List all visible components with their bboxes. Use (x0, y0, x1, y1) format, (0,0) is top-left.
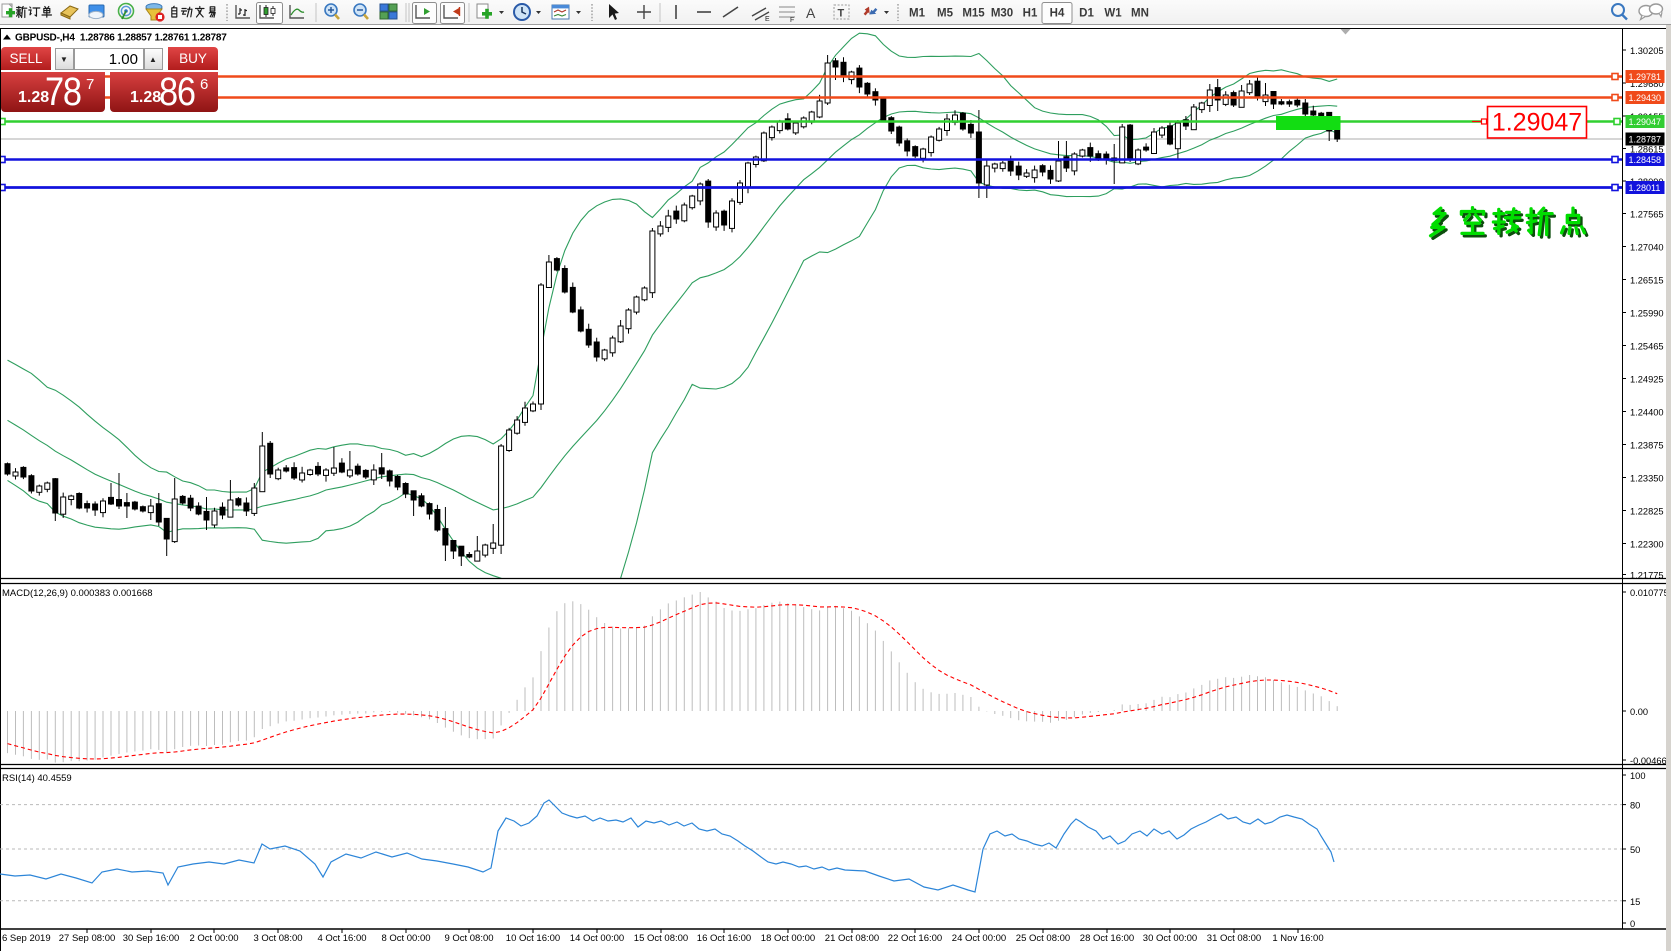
svg-text:1.26515: 1.26515 (1630, 276, 1664, 286)
svg-text:A: A (806, 5, 816, 21)
svg-text:1.28011: 1.28011 (1629, 183, 1661, 193)
svg-text:1.27565: 1.27565 (1630, 210, 1664, 220)
svg-text:30 Sep 16:00: 30 Sep 16:00 (123, 933, 180, 944)
svg-text:25 Oct 08:00: 25 Oct 08:00 (1016, 933, 1070, 944)
svg-text:GBPUSD-,H4 1.28786 1.28857 1.: GBPUSD-,H4 1.28786 1.28857 1.28761 1.287… (15, 33, 227, 44)
svg-text:4 Oct 16:00: 4 Oct 16:00 (317, 933, 366, 944)
svg-text:14 Oct 00:00: 14 Oct 00:00 (570, 933, 624, 944)
svg-text:1.29680: 1.29680 (1630, 79, 1664, 89)
svg-text:1 Nov 16:00: 1 Nov 16:00 (1272, 933, 1323, 944)
svg-text:-0.004668: -0.004668 (1630, 756, 1671, 766)
svg-text:16 Oct 16:00: 16 Oct 16:00 (697, 933, 751, 944)
svg-text:3 Oct 08:00: 3 Oct 08:00 (253, 933, 302, 944)
svg-text:M15: M15 (962, 8, 985, 20)
svg-text:F: F (790, 17, 794, 24)
svg-text:22 Oct 16:00: 22 Oct 16:00 (888, 933, 942, 944)
svg-text:0: 0 (1630, 919, 1635, 929)
svg-text:H1: H1 (1023, 8, 1038, 20)
svg-text:H4: H4 (1050, 8, 1065, 20)
svg-text:1.28615: 1.28615 (1630, 145, 1664, 155)
svg-text:1.21775: 1.21775 (1630, 571, 1664, 581)
svg-text:1.25465: 1.25465 (1630, 342, 1664, 352)
svg-text:D1: D1 (1079, 8, 1094, 20)
svg-text:1.24925: 1.24925 (1630, 375, 1664, 385)
svg-text:1.30205: 1.30205 (1630, 46, 1664, 56)
svg-text:1.24400: 1.24400 (1630, 408, 1664, 418)
svg-text:M1: M1 (909, 8, 926, 20)
svg-text:8 Oct 00:00: 8 Oct 00:00 (381, 933, 430, 944)
svg-text:0.010775: 0.010775 (1630, 588, 1669, 598)
svg-text:1.28787: 1.28787 (1629, 135, 1662, 145)
svg-text:24 Oct 00:00: 24 Oct 00:00 (952, 933, 1006, 944)
svg-text:1.29781: 1.29781 (1629, 72, 1662, 82)
svg-text:M30: M30 (991, 8, 1013, 20)
svg-text:100: 100 (1630, 771, 1646, 781)
svg-text:T: T (838, 8, 845, 20)
svg-text:E: E (765, 16, 770, 23)
svg-text:1.23875: 1.23875 (1630, 441, 1664, 451)
svg-text:50: 50 (1630, 845, 1640, 855)
svg-text:1.29430: 1.29430 (1629, 93, 1662, 103)
svg-text:9 Oct 08:00: 9 Oct 08:00 (444, 933, 493, 944)
svg-text:30 Oct 00:00: 30 Oct 00:00 (1143, 933, 1197, 944)
svg-text:1.29047: 1.29047 (1629, 117, 1662, 127)
svg-text:6 Sep 2019: 6 Sep 2019 (2, 933, 51, 944)
svg-text:2 Oct 00:00: 2 Oct 00:00 (189, 933, 238, 944)
svg-text:1.29047: 1.29047 (1492, 109, 1582, 137)
svg-text:28 Oct 16:00: 28 Oct 16:00 (1080, 933, 1134, 944)
svg-text:15: 15 (1630, 897, 1640, 907)
svg-text:W1: W1 (1104, 8, 1122, 20)
svg-text:80: 80 (1630, 801, 1640, 811)
svg-text:1.22300: 1.22300 (1630, 540, 1664, 550)
svg-text:1.22825: 1.22825 (1630, 507, 1664, 517)
svg-text:M5: M5 (937, 8, 954, 20)
svg-text:1.23350: 1.23350 (1630, 474, 1664, 484)
svg-text:0.00: 0.00 (1630, 707, 1648, 717)
svg-text:RSI(14) 40.4559: RSI(14) 40.4559 (2, 773, 72, 784)
svg-text:MN: MN (1131, 8, 1149, 20)
svg-text:31 Oct 08:00: 31 Oct 08:00 (1207, 933, 1261, 944)
svg-text:1.28458: 1.28458 (1629, 155, 1662, 165)
svg-text:27 Sep 08:00: 27 Sep 08:00 (59, 933, 116, 944)
svg-text:MACD(12,26,9) 0.000383 0.00166: MACD(12,26,9) 0.000383 0.001668 (2, 588, 153, 599)
svg-text:18 Oct 00:00: 18 Oct 00:00 (761, 933, 815, 944)
svg-text:1.25990: 1.25990 (1630, 309, 1664, 319)
svg-text:21 Oct 08:00: 21 Oct 08:00 (825, 933, 879, 944)
svg-text:1.27040: 1.27040 (1630, 243, 1664, 253)
svg-text:10 Oct 16:00: 10 Oct 16:00 (506, 933, 560, 944)
svg-text:15 Oct 08:00: 15 Oct 08:00 (634, 933, 688, 944)
